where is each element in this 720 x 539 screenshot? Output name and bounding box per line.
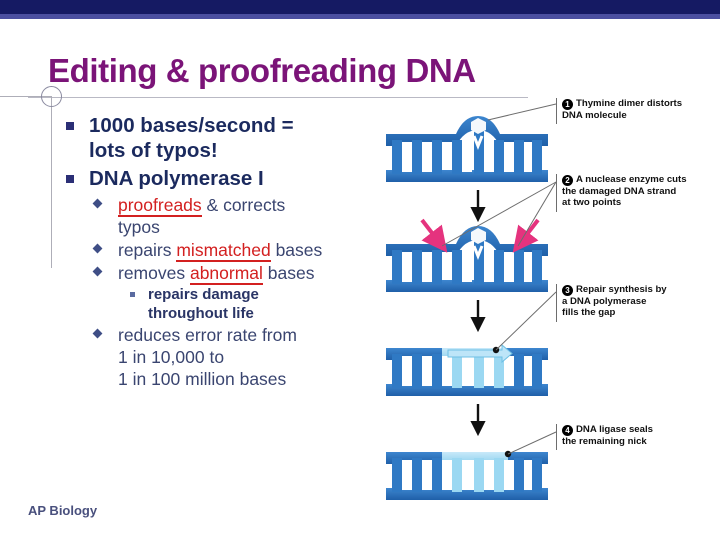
sub-bullet-continuation: 1 in 10,000 to xyxy=(118,347,225,367)
step-number-badge: 2 xyxy=(562,175,573,186)
title-underline-rule xyxy=(28,97,528,98)
ligase-seal-panel xyxy=(386,450,548,500)
caption-tick-4 xyxy=(556,424,557,450)
sub-bullet-continuation-2: 1 in 100 million bases xyxy=(118,369,287,389)
sub-bullet-text: reduces error rate from xyxy=(118,325,297,345)
figure-caption-step-1: 1 Thymine dimer distorts DNA molecule xyxy=(562,98,720,121)
step-number-badge: 4 xyxy=(562,425,573,436)
left-edge xyxy=(0,19,5,539)
sub-sub-bullet-repairs-damage: repairs damage throughout life xyxy=(124,285,382,323)
top-band xyxy=(0,0,720,14)
caption-line: fills the gap xyxy=(562,307,616,319)
bullet-item-rate: 1000 bases/second = lots of typos! xyxy=(62,113,382,163)
sub-bullet-proofreads: proofreads & corrects typos xyxy=(90,194,382,238)
guide-line-vertical xyxy=(51,96,52,268)
sub-bullet-text: repairs damage xyxy=(148,286,259,303)
caption-line: A nuclease enzyme cuts xyxy=(576,174,687,185)
step-number-badge: 1 xyxy=(562,99,573,110)
highlight-term: abnormal xyxy=(189,263,263,285)
page-title: Editing & proofreading DNA xyxy=(48,52,476,89)
diamond-bullet-icon xyxy=(92,328,103,339)
step-number-badge: 3 xyxy=(562,285,573,296)
caption-line: Repair synthesis by xyxy=(576,284,667,295)
thymine-dimer-panel xyxy=(386,116,548,223)
sub-bullet-text: repairs xyxy=(118,240,177,260)
highlight-term: mismatched xyxy=(176,240,271,262)
sub-bullet-text: bases xyxy=(262,263,315,283)
square-bullet-icon xyxy=(66,122,74,130)
caption-line: the remaining nick xyxy=(562,436,647,447)
highlight-term: proofreads xyxy=(118,195,202,217)
caption-tick-1 xyxy=(556,98,557,124)
bullet-list: 1000 bases/second = lots of typos! DNA p… xyxy=(62,113,382,391)
top-band-accent xyxy=(0,14,720,19)
figure-caption-step-4: 4 DNA ligase seals the remaining nick xyxy=(562,424,720,447)
caption-tick-2 xyxy=(556,174,557,212)
leader-lines xyxy=(441,103,557,455)
bullet-item-dna-polymerase: DNA polymerase I xyxy=(62,166,382,191)
diamond-bullet-icon xyxy=(92,266,103,277)
sub-bullet-mismatched: repairs mismatched bases xyxy=(90,239,382,262)
repair-synthesis-panel xyxy=(386,343,548,437)
small-square-bullet-icon xyxy=(130,292,135,297)
sub-bullet-text: removes xyxy=(118,263,190,283)
bullet-line: lots of typos! xyxy=(89,139,218,162)
guide-line-horizontal xyxy=(0,96,52,97)
caption-line: a DNA polymerase xyxy=(562,296,647,307)
caption-line: DNA ligase seals xyxy=(576,424,653,435)
sub-bullet-error-rate: reduces error rate from 1 in 10,000 to 1… xyxy=(90,324,382,390)
square-bullet-icon xyxy=(66,175,74,183)
sub-bullet-text: bases xyxy=(270,240,323,260)
sub-bullet-text: & corrects xyxy=(201,195,286,215)
sub-bullet-continuation: typos xyxy=(118,217,160,237)
caption-line: Thymine dimer distorts xyxy=(576,98,683,109)
caption-line: DNA molecule xyxy=(562,110,627,121)
synthesis-direction-arrow-icon xyxy=(447,343,513,364)
sub-bullet-continuation: throughout life xyxy=(148,305,254,322)
footer-label: AP Biology xyxy=(28,503,98,518)
sub-bullet-abnormal: removes abnormal bases xyxy=(90,262,382,285)
caption-line: the damaged DNA strand xyxy=(562,186,677,197)
dna-repair-diagram xyxy=(386,103,557,500)
right-edge xyxy=(716,19,720,539)
nuclease-cut-panel xyxy=(386,218,548,333)
diamond-bullet-icon xyxy=(92,243,103,254)
diamond-bullet-icon xyxy=(92,198,103,209)
cut-arrow-right-icon xyxy=(512,218,540,253)
guide-crosshair-icon xyxy=(41,86,62,107)
bullet-line: DNA polymerase I xyxy=(89,167,264,190)
cut-arrow-left-icon xyxy=(420,218,448,253)
bullet-line: 1000 bases/second = xyxy=(89,114,294,137)
caption-line: at two points xyxy=(562,197,622,209)
caption-tick-3 xyxy=(556,284,557,322)
figure-caption-step-3: 3 Repair synthesis by a DNA polymerase fi… xyxy=(562,284,720,319)
